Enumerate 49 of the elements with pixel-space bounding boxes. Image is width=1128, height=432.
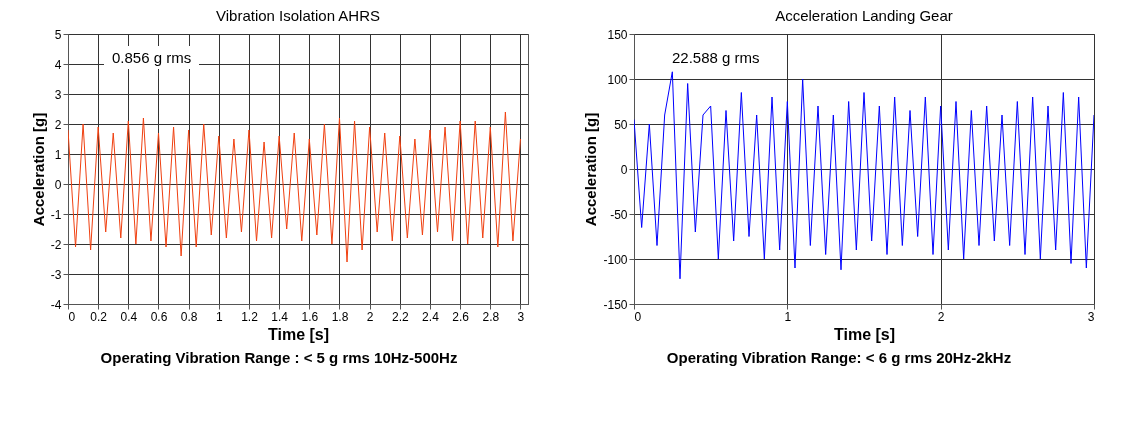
y-tick-label: 1 [54, 147, 62, 162]
x-tick-label: 1.8 [331, 309, 349, 324]
y-tick-label: -3 [50, 267, 62, 282]
x-axis-title: Time [s] [267, 325, 329, 343]
x-axis-title: Time [s] [833, 325, 896, 343]
y-tick-label: 2 [54, 117, 62, 132]
x-tick-label: 0.8 [180, 309, 198, 324]
x-tick-label: 3 [517, 309, 525, 324]
x-tick-label: 0 [634, 309, 642, 324]
chart-title: Acceleration Landing Gear [775, 7, 953, 24]
x-tick-label: 1.4 [270, 309, 288, 324]
x-tick-label: 2 [366, 309, 374, 324]
x-tick-label: 0.2 [89, 309, 107, 324]
x-tick-label: 1.6 [300, 309, 318, 324]
y-tick-label: -2 [50, 237, 62, 252]
y-tick-label: 100 [607, 72, 628, 87]
x-tick-label: 2.8 [481, 309, 499, 324]
y-tick-label: 4 [54, 57, 62, 72]
text: Operating Vibration Range: < 6 g rms 20Hz-2kHz [665, 349, 1013, 366]
y-tick-label: -150 [603, 297, 628, 312]
x-tick-label: 2.2 [391, 309, 409, 324]
x-tick-label: 0 [68, 309, 75, 324]
y-tick-label: 3 [54, 87, 62, 102]
y-tick-label: -4 [50, 297, 62, 312]
annotation: 0.856 g rms [104, 46, 200, 69]
x-tick-label: 2.6 [451, 309, 469, 324]
x-tick-label: 1 [784, 309, 792, 324]
y-tick-label: 0 [620, 162, 628, 177]
y-tick-label: -50 [610, 207, 628, 222]
x-tick-label: 3 [1087, 309, 1095, 324]
text: Operating Vibration Range : < 5 g rms 10Hz-500Hz [99, 349, 459, 366]
line-series [634, 71, 1094, 280]
x-tick-label: 1.2 [240, 309, 258, 324]
y-tick-label: 5 [54, 27, 62, 42]
x-tick-label: 2 [937, 309, 945, 324]
y-tick-label: 50 [614, 117, 628, 132]
x-tick-label: 2.4 [421, 309, 439, 324]
y-tick-label: -1 [50, 207, 62, 222]
x-tick-label: 0.4 [119, 309, 137, 324]
line-series [67, 111, 521, 263]
annotation: 22.588 g rms [664, 46, 768, 69]
y-axis-title: Acceleration [g] [29, 112, 47, 227]
y-tick-label: 150 [607, 27, 628, 42]
chart-title: Vibration Isolation AHRS [215, 7, 380, 24]
y-tick-label: 0 [54, 177, 62, 192]
x-tick-label: 1 [215, 309, 223, 324]
y-axis-title: Acceleration [g] [582, 112, 600, 227]
y-tick-label: -100 [603, 252, 628, 267]
x-tick-label: 0.6 [150, 309, 168, 324]
